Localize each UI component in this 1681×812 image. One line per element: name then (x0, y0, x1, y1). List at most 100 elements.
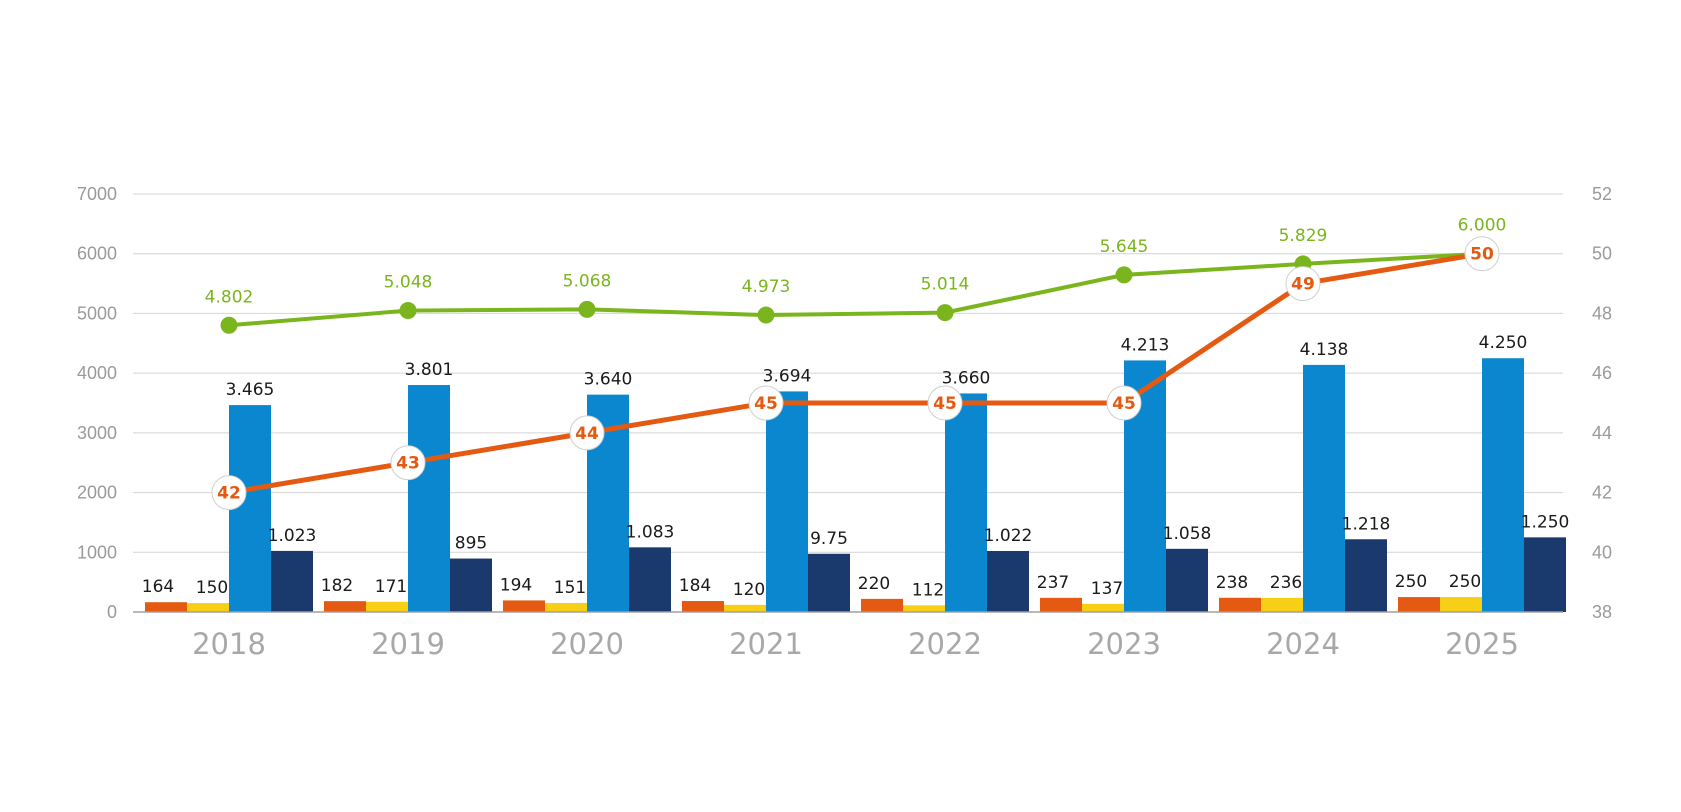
bar-value-label: 4.138 (1300, 340, 1349, 360)
bar (903, 605, 945, 612)
orange-series-label: 49 (1291, 275, 1315, 295)
bar-value-label: 3.801 (405, 360, 454, 380)
bar (766, 391, 808, 612)
orange-series-point (211, 475, 247, 511)
bar-value-label: 1.083 (626, 522, 675, 542)
bar (1040, 597, 1082, 612)
bar-value-label: 4.250 (1479, 333, 1528, 353)
bar-labels-layer: 164 150 3.465 1.023 182 171 3.801 895 194 151 3.64… (142, 333, 1570, 600)
bar-value-label: 3.660 (942, 368, 991, 388)
x-axis: 2018 2019 2020 2021 2022 2023 2024 2025 (192, 627, 1519, 661)
gridlines (133, 193, 1563, 553)
green-series-label: 5.829 (1279, 226, 1328, 246)
y-left-tick-label: 3000 (77, 423, 117, 443)
bar-value-label: 3.465 (226, 380, 275, 400)
bar-value-label: 9.75 (810, 529, 848, 549)
green-series-label: 5.014 (921, 275, 970, 295)
bar-value-label: 120 (733, 580, 765, 600)
bar (545, 602, 587, 612)
x-tick-label: 2018 (192, 627, 266, 661)
bar (366, 601, 408, 612)
bar (1219, 597, 1261, 612)
x-tick-label: 2019 (371, 627, 445, 661)
bar-value-label: 3.694 (763, 366, 812, 386)
bar-value-label: 151 (554, 578, 586, 598)
y-right-tick-label: 50 (1592, 244, 1612, 264)
orange-series-point (390, 445, 426, 481)
orange-series-label: 44 (575, 424, 599, 444)
orange-series-label: 42 (217, 484, 241, 504)
bar-value-label: 194 (500, 575, 532, 595)
y-left-tick-label: 2000 (77, 483, 117, 503)
bar-value-label: 184 (679, 576, 711, 596)
x-tick-label: 2022 (908, 627, 982, 661)
y-right-tick-label: 42 (1592, 483, 1612, 503)
orange-series-label: 45 (933, 394, 957, 414)
green-series-line (228, 251, 1483, 328)
orange-series-point (927, 385, 963, 421)
orange-series-label: 50 (1470, 245, 1494, 265)
bar-value-label: 137 (1091, 579, 1123, 599)
bar-value-label: 1.058 (1163, 524, 1212, 544)
bar-value-label: 250 (1395, 572, 1427, 592)
bars-layer (145, 358, 1566, 612)
bar-value-label: 237 (1037, 573, 1069, 593)
orange-series-label: 43 (396, 454, 420, 474)
bar (1303, 364, 1345, 612)
bar (408, 385, 450, 612)
bar-value-label: 112 (912, 580, 944, 600)
bar-value-label: 164 (142, 577, 174, 597)
y-left-tick-label: 0 (107, 602, 117, 622)
y-left-tick-label: 1000 (77, 542, 117, 562)
green-series-label: 5.645 (1100, 237, 1149, 257)
x-tick-label: 2024 (1266, 627, 1340, 661)
bar (1166, 548, 1208, 612)
bar (145, 602, 187, 612)
bar-value-label: 1.218 (1342, 514, 1391, 534)
bar (324, 601, 366, 612)
bar (1440, 597, 1482, 612)
bar (945, 393, 987, 612)
orange-series-point (748, 385, 784, 421)
bar (503, 600, 545, 612)
bar (187, 603, 229, 612)
y-right-tick-label: 48 (1592, 303, 1612, 323)
bar-value-label: 238 (1216, 573, 1248, 593)
bar-value-label: 1.022 (984, 526, 1033, 546)
bar (1482, 358, 1524, 612)
y-right-tick-label: 40 (1592, 542, 1612, 562)
orange-series-point (1106, 385, 1142, 421)
bar-value-label: 4.213 (1121, 335, 1170, 355)
left-y-axis: 0 1000 2000 3000 4000 5000 6000 7000 (77, 184, 117, 622)
x-tick-label: 2021 (729, 627, 803, 661)
bar-value-label: 236 (1270, 573, 1302, 593)
green-series-point (757, 306, 775, 324)
green-series-point (399, 302, 417, 320)
green-series-label: 5.048 (384, 273, 433, 293)
lines-layer: 4.802 5.048 5.068 4.973 5.014 5.645 5.829 6.000… (205, 216, 1506, 511)
bar-value-label: 150 (196, 578, 228, 598)
bar-value-label: 3.640 (584, 370, 633, 390)
green-series-point (220, 316, 238, 334)
bar (808, 553, 850, 612)
bar (987, 550, 1029, 612)
orange-series-point (569, 415, 605, 451)
y-left-tick-label: 7000 (77, 184, 117, 204)
bar (1345, 539, 1387, 612)
green-series-label: 4.802 (205, 287, 254, 307)
bar (271, 550, 313, 612)
bar (629, 547, 671, 612)
x-tick-label: 2025 (1445, 627, 1519, 661)
bar-value-label: 182 (321, 576, 353, 596)
orange-series-point (1464, 236, 1500, 272)
bar-value-label: 220 (858, 574, 890, 594)
bar (1398, 597, 1440, 612)
green-series-point (578, 300, 596, 318)
y-right-tick-label: 46 (1592, 363, 1612, 383)
orange-series-label: 45 (754, 394, 778, 414)
bar (1082, 603, 1124, 612)
bar-value-label: 1.250 (1521, 512, 1570, 532)
x-tick-label: 2020 (550, 627, 624, 661)
bar (724, 604, 766, 612)
